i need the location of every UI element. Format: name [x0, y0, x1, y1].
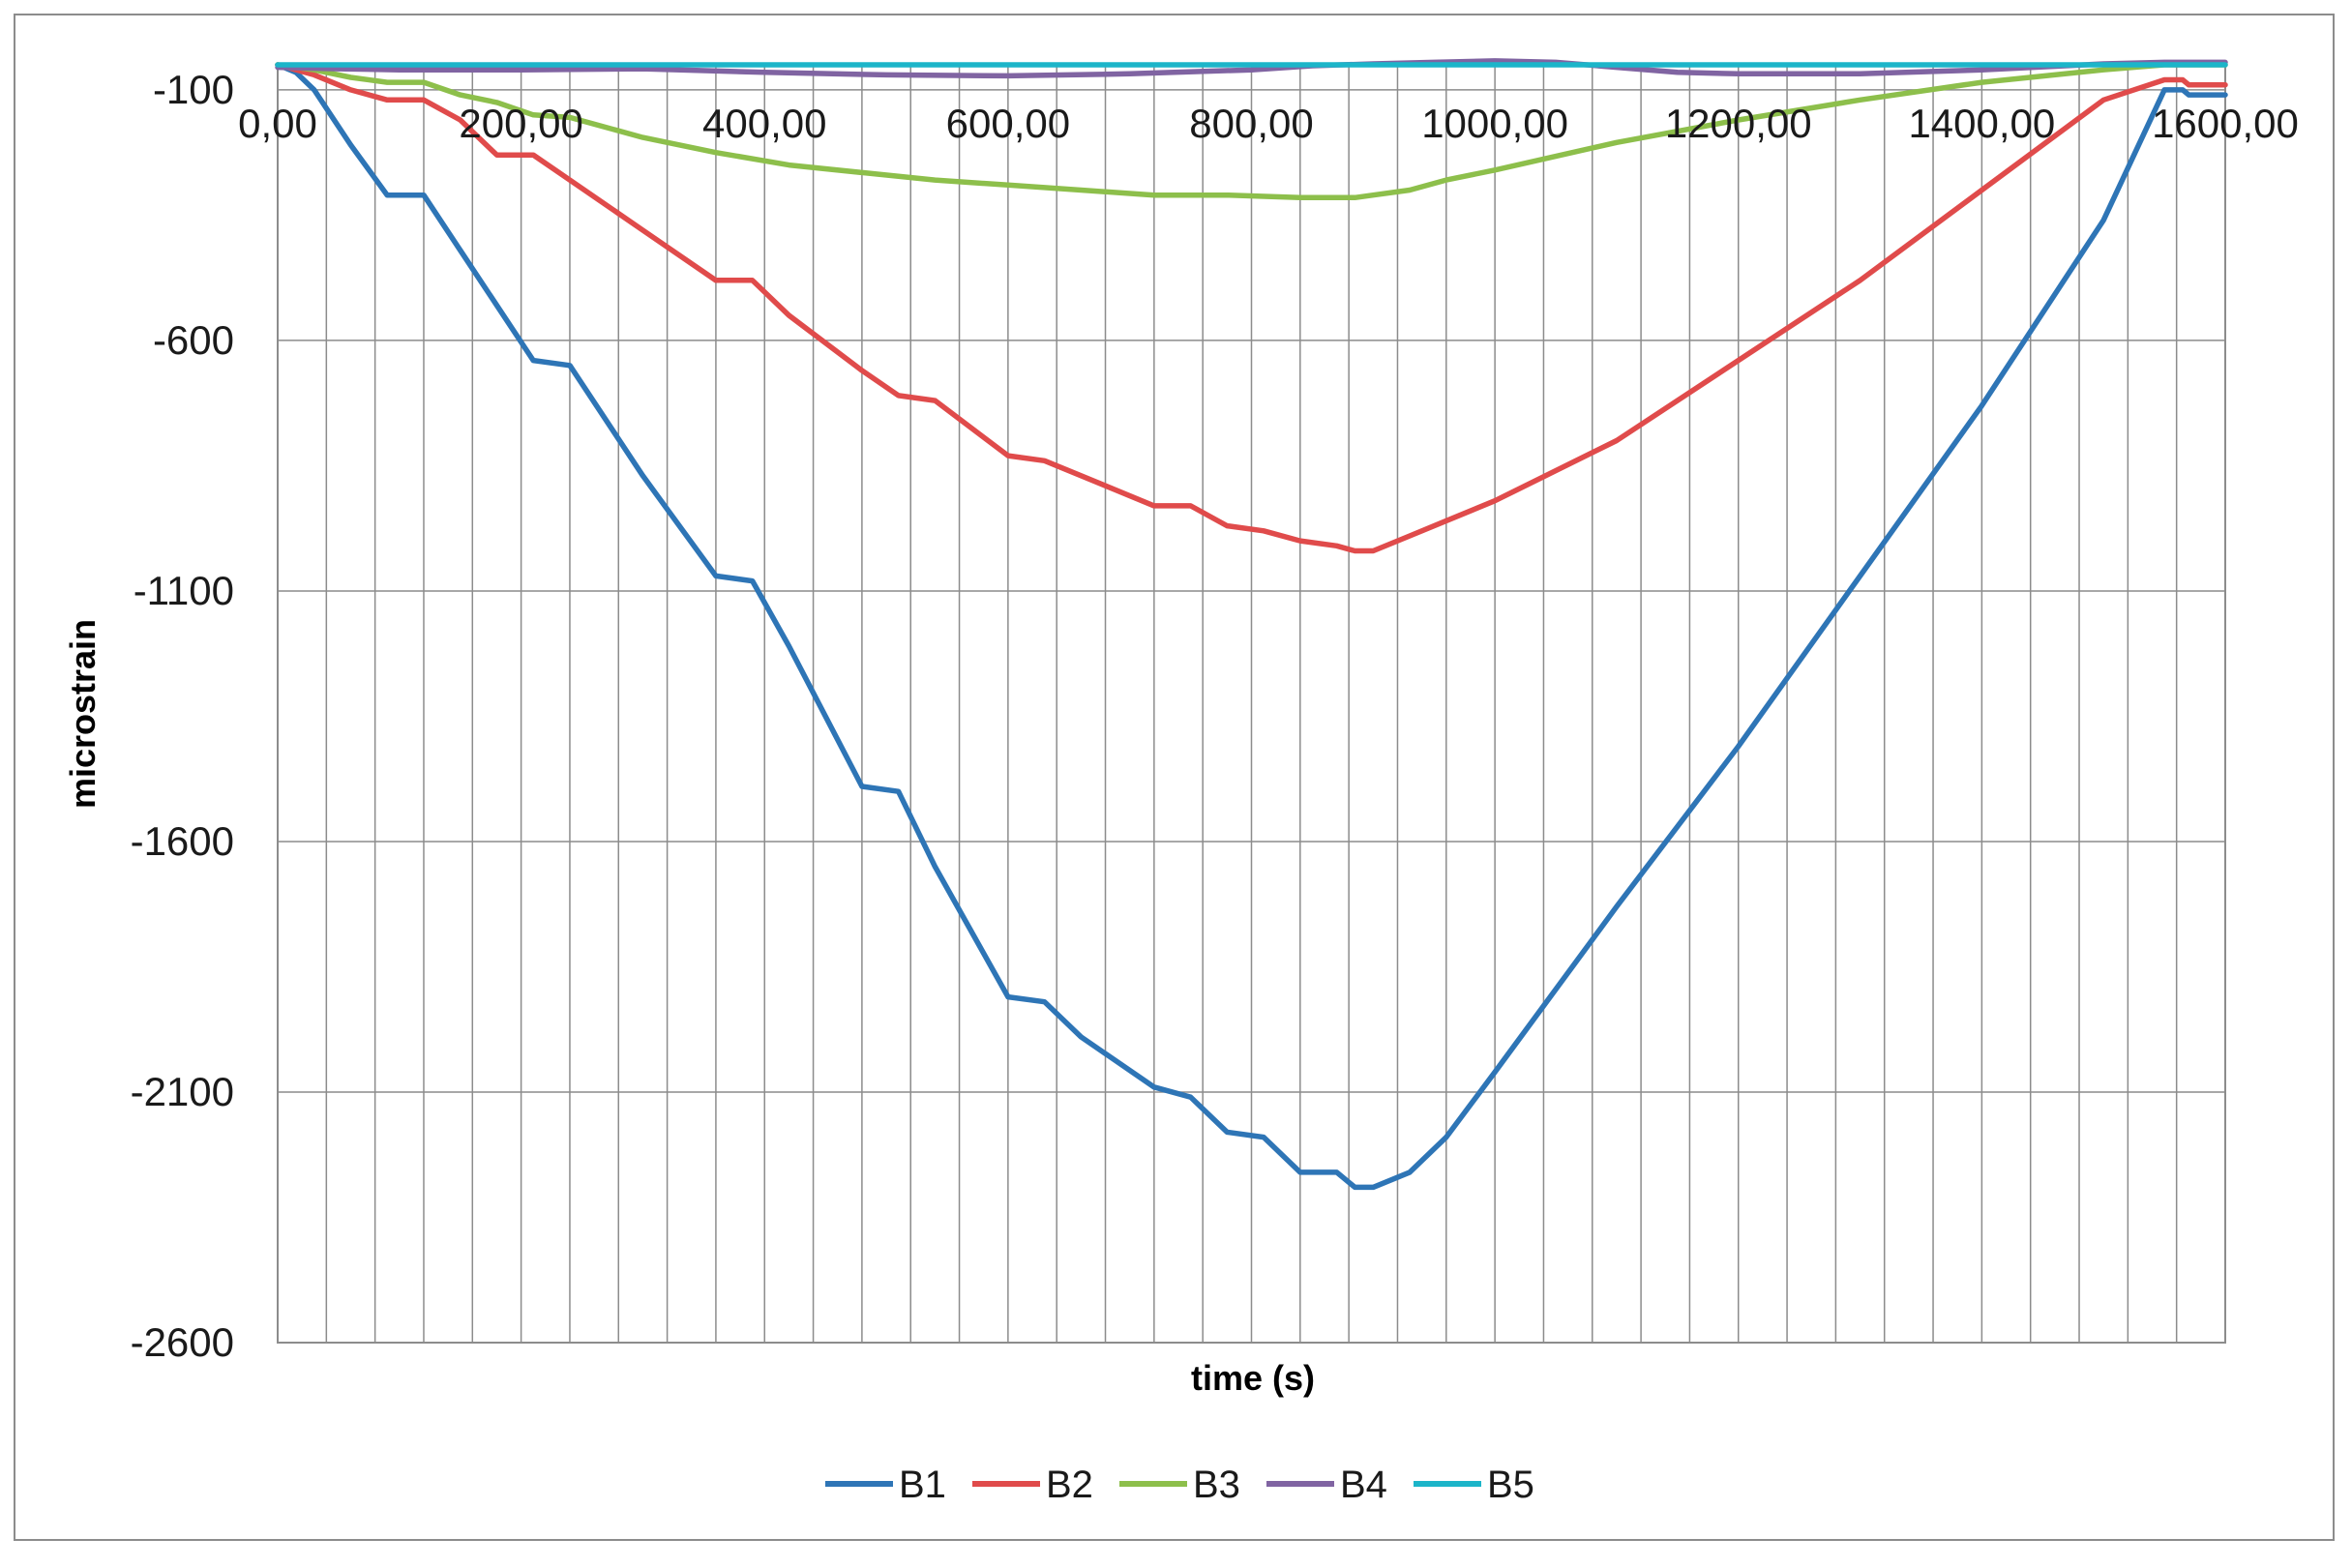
- y-tick-label: -1600: [131, 818, 234, 864]
- x-tick-label: 800,00: [1189, 101, 1313, 146]
- x-tick-label: 400,00: [702, 101, 826, 146]
- x-tick-label: 1000,00: [1421, 101, 1568, 146]
- x-tick-label: 0,00: [238, 101, 317, 146]
- legend-label-b4: B4: [1340, 1464, 1387, 1506]
- legend-label-b5: B5: [1487, 1464, 1534, 1506]
- x-tick-label: 1400,00: [1908, 101, 2055, 146]
- chart-frame: [14, 14, 2335, 1541]
- y-tick-label: -1100: [134, 568, 234, 613]
- tick-labels: 0,00 200,00 400,00 600,00 800,00 1000,00 1200,…: [131, 67, 2299, 1365]
- series-line-b2: [275, 62, 2228, 554]
- series-line-b1: [275, 62, 2228, 1191]
- x-axis-title: time (s): [1191, 1358, 1315, 1398]
- x-tick-label: 1600,00: [2152, 101, 2299, 146]
- y-tick-label: -2100: [131, 1069, 234, 1114]
- legend-label-b2: B2: [1046, 1464, 1093, 1506]
- grid-lines: [277, 64, 2226, 1344]
- legend-label-b3: B3: [1193, 1464, 1240, 1506]
- series-layer: [275, 58, 2228, 1191]
- x-tick-label: 200,00: [459, 101, 582, 146]
- x-tick-label: 1200,00: [1665, 101, 1812, 146]
- y-tick-label: -2600: [131, 1319, 234, 1365]
- y-axis-title: microstrain: [63, 619, 103, 809]
- legend: B1 B2 B3 B4 B5: [825, 1464, 1534, 1506]
- y-tick-label: -100: [153, 67, 234, 112]
- series-line-b3: [275, 62, 2228, 201]
- x-tick-label: 600,00: [946, 101, 1070, 146]
- legend-label-b1: B1: [899, 1464, 946, 1506]
- y-tick-label: -600: [153, 317, 234, 363]
